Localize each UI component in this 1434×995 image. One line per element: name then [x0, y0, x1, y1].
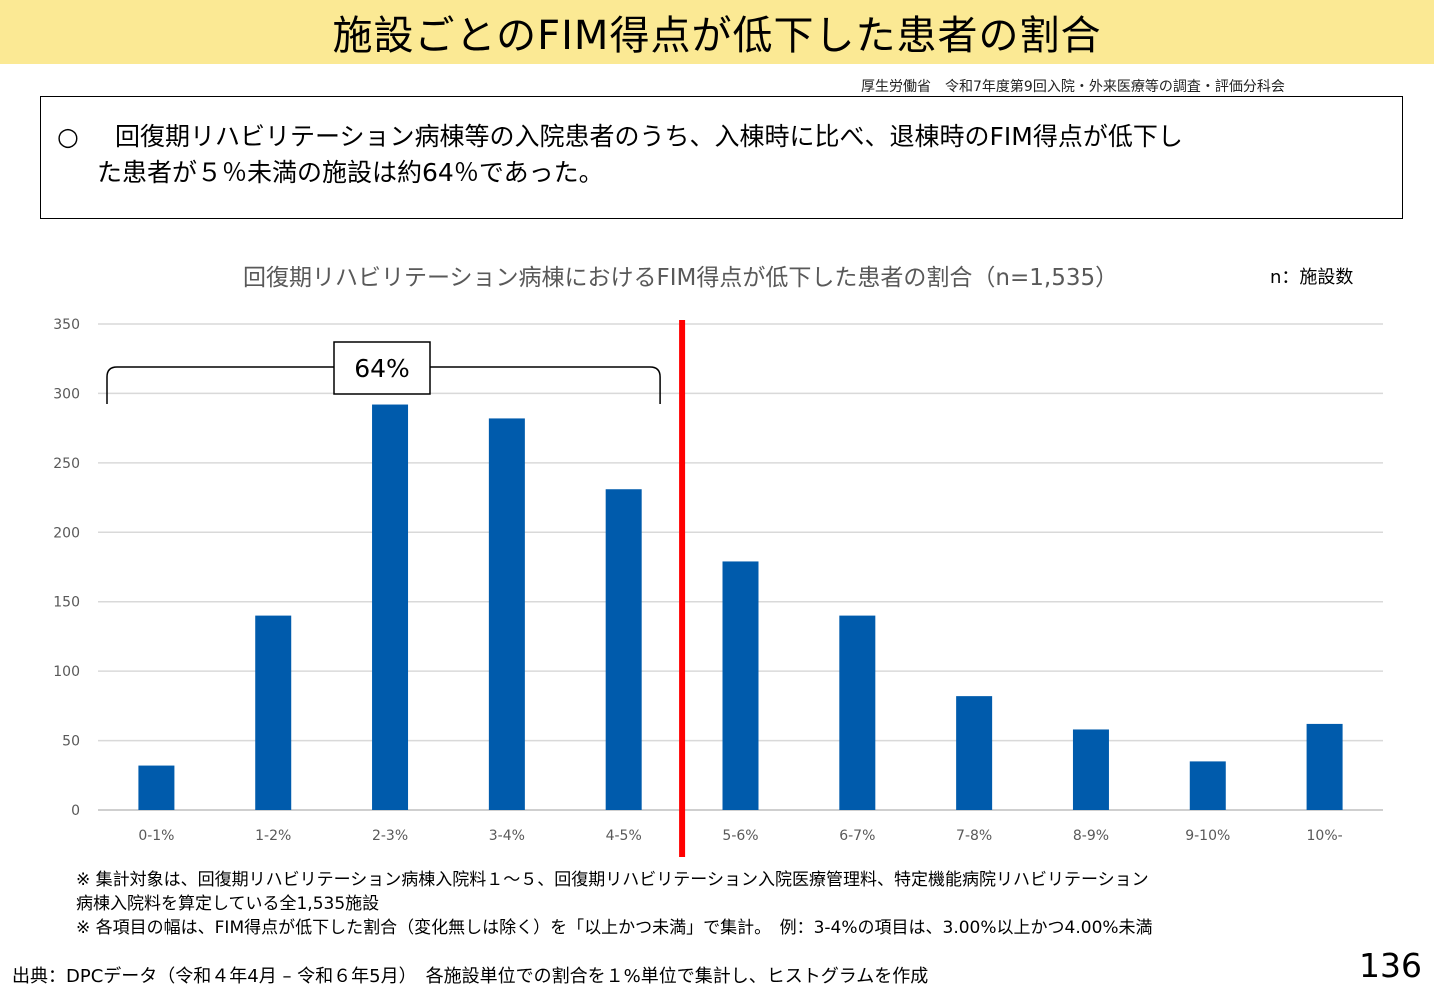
bar — [255, 615, 292, 810]
y-tick-label: 300 — [53, 386, 80, 402]
chart-title: 回復期リハビリテーション病棟におけるFIM得点が低下した患者の割合（n=1,53… — [243, 265, 1119, 291]
bar — [1072, 729, 1109, 810]
annotations: 64% — [106, 320, 686, 857]
bar — [138, 765, 175, 810]
y-tick-label: 0 — [71, 803, 80, 819]
x-tick-label: 3-4% — [489, 828, 525, 844]
summary-line-2: た患者が５％未満の施設は約64％であった。 — [97, 158, 604, 187]
bracket-label-box — [333, 341, 431, 395]
x-tick-label: 9-10% — [1185, 828, 1230, 844]
bracket-label: 64% — [354, 354, 410, 383]
summary-line-1: ○ 回復期リハビリテーション病棟等の入院患者のうち、入棟時に比べ、退棟時のFIM得… — [57, 119, 1382, 155]
bar — [1306, 723, 1343, 810]
x-axis-ticks: 0-1% 1-2% 2-3% 3-4% 4-5% 5-6% 6-7% 7-8% 8-9% 9-10… — [138, 828, 1342, 844]
y-tick-label: 100 — [53, 664, 80, 680]
y-tick-label: 50 — [62, 734, 80, 750]
title-band: 施設ごとのFIM得点が低下した患者の割合 — [0, 0, 1434, 64]
x-tick-label: 0-1% — [138, 828, 174, 844]
bars — [138, 404, 1343, 810]
bar — [488, 418, 525, 810]
x-tick-label: 6-7% — [839, 828, 875, 844]
x-tick-label: 7-8% — [956, 828, 992, 844]
x-tick-label: 4-5% — [606, 828, 642, 844]
y-tick-label: 150 — [53, 595, 80, 611]
bar — [839, 615, 876, 810]
x-tick-label: 1-2% — [255, 828, 291, 844]
summary-text-1: 回復期リハビリテーション病棟等の入院患者のうち、入棟時に比べ、退棟時のFIM得点… — [115, 122, 1183, 151]
note-line-3: ※ 各項目の幅は、FIM得点が低下した割合（変化無しは除く）を「以上かつ未満」で… — [76, 918, 1153, 938]
source-attribution: 厚生労働省 令和7年度第9回入院・外来医療等の調査・評価分科会 — [861, 79, 1285, 95]
histogram-chart: 0 50 100 150 200 250 300 350 0-1% 1-2% 2-3% 3-4% 4-… — [53, 317, 1383, 857]
page-number: 136 — [1359, 946, 1422, 985]
bar — [956, 696, 993, 810]
x-tick-label: 2-3% — [372, 828, 408, 844]
n-note: n：施設数 — [1270, 267, 1354, 288]
bar — [1189, 761, 1226, 810]
y-tick-label: 200 — [53, 525, 80, 541]
y-tick-label: 350 — [53, 317, 80, 333]
x-tick-label: 8-9% — [1073, 828, 1109, 844]
y-axis-ticks: 0 50 100 150 200 250 300 350 — [53, 317, 80, 819]
y-tick-label: 250 — [53, 456, 80, 472]
footer-source: 出典：DPCデータ（令和４年4月 – 令和６年5月） 各施設単位での割合を１%単… — [12, 966, 929, 987]
summary-box: ○ 回復期リハビリテーション病棟等の入院患者のうち、入棟時に比べ、退棟時のFIM得… — [40, 96, 1403, 219]
note-line-2: 病棟入院料を算定している全1,535施設 — [76, 894, 380, 914]
notes: ※ 集計対象は、回復期リハビリテーション病棟入院料１～５、回復期リハビリテーショ… — [76, 868, 1376, 940]
bar — [372, 404, 409, 810]
bullet-circle-icon: ○ — [57, 122, 79, 151]
x-tick-label: 10%- — [1307, 828, 1343, 844]
bar — [722, 561, 759, 810]
bar — [605, 489, 642, 810]
x-tick-label: 5-6% — [722, 828, 758, 844]
page-title: 施設ごとのFIM得点が低下した患者の割合 — [332, 13, 1102, 59]
note-line-1: ※ 集計対象は、回復期リハビリテーション病棟入院料１～５、回復期リハビリテーショ… — [76, 870, 1149, 890]
